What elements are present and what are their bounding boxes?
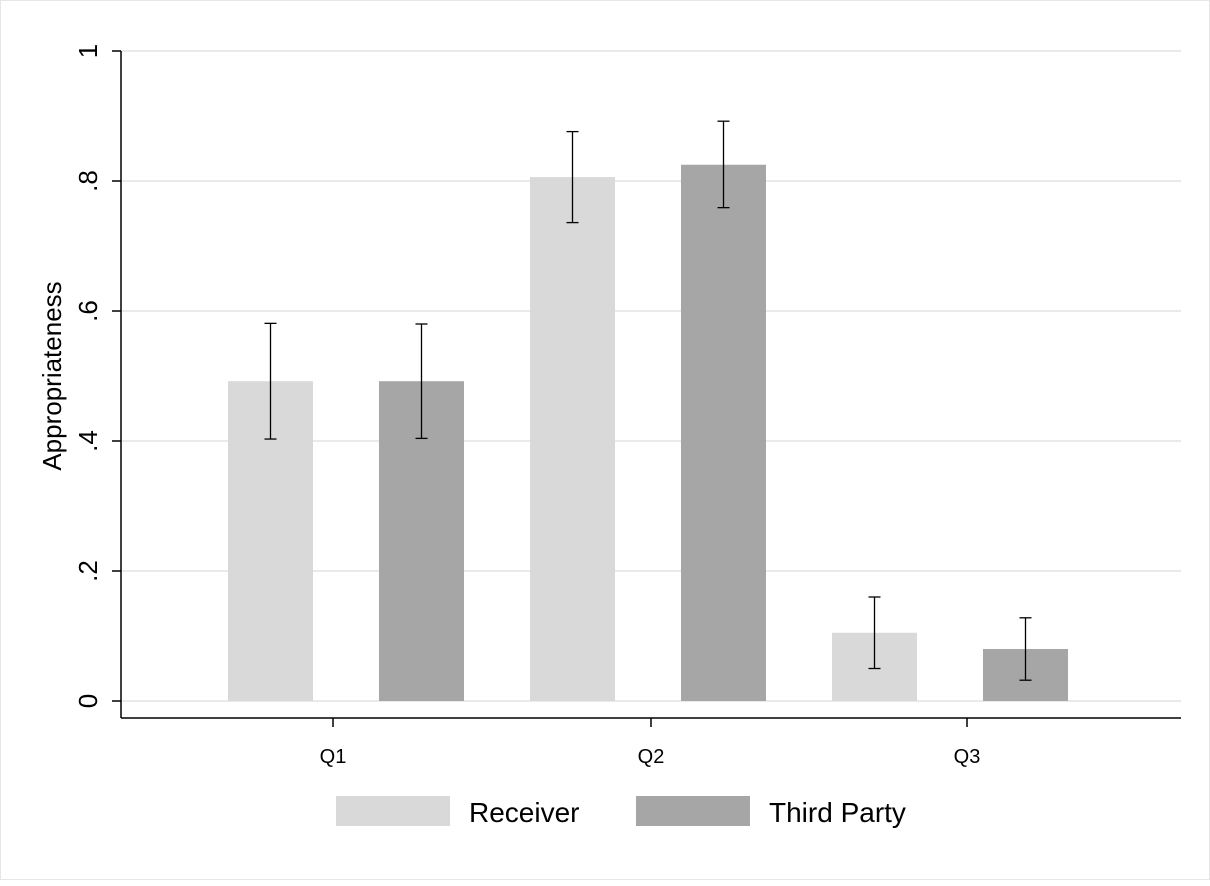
y-tick-label: 0	[73, 694, 103, 708]
y-tick-label: .8	[73, 170, 103, 192]
x-tick-label: Q2	[638, 746, 665, 768]
legend-swatch	[636, 796, 750, 826]
x-tick-label: Q1	[320, 746, 347, 768]
y-tick-label: .6	[73, 300, 103, 322]
y-tick-label: .4	[73, 430, 103, 452]
error-bars	[264, 120, 1032, 681]
bars	[228, 164, 1068, 702]
legend-label: Third Party	[769, 797, 906, 828]
axes: 0 .2 .4 .6 .8 1 Q1 Q2 Q3	[73, 44, 1181, 768]
y-tick-label: 1	[73, 44, 103, 58]
bar-receiver-q2	[530, 177, 615, 702]
y-axis-label: Appropriateness	[37, 281, 67, 470]
legend-swatch	[336, 796, 450, 826]
legend: Receiver Third Party	[336, 796, 906, 828]
y-tick-label: .2	[73, 560, 103, 582]
x-tick-label: Q3	[954, 746, 981, 768]
legend-label: Receiver	[469, 797, 579, 828]
bar-third-party-q2	[681, 164, 766, 701]
